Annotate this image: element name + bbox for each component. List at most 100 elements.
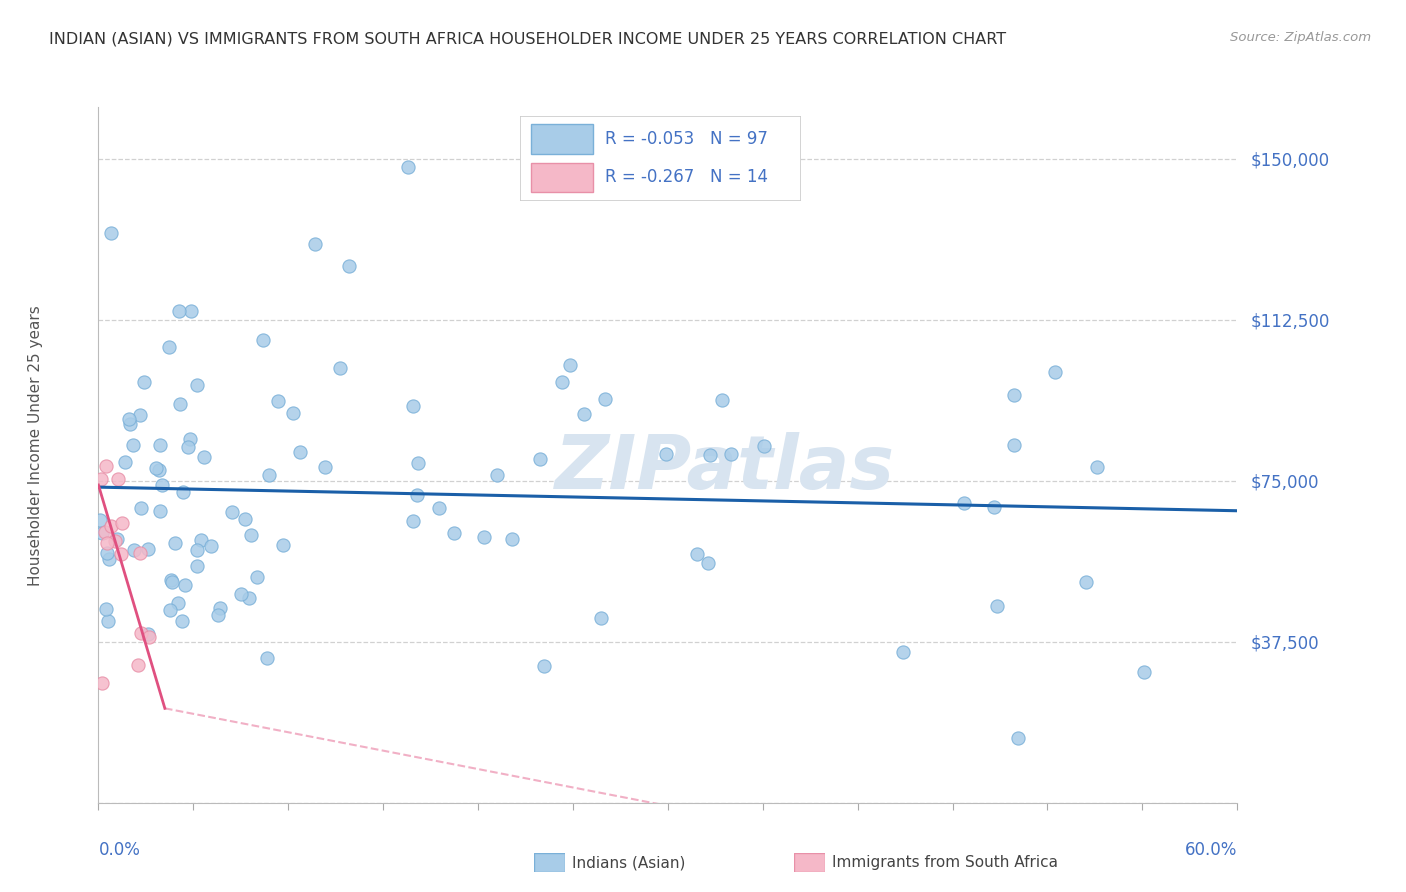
Point — [132, 375, 155, 389]
Point — [138, 541, 160, 556]
Point — [200, 539, 222, 553]
Point — [406, 456, 429, 470]
Point — [167, 304, 190, 318]
Point — [159, 603, 181, 617]
Point — [110, 547, 132, 561]
Point — [696, 556, 718, 570]
Point — [150, 478, 173, 492]
Point — [96, 535, 118, 549]
Point — [710, 393, 733, 408]
Point — [1002, 388, 1025, 402]
Point — [148, 463, 170, 477]
Text: INDIAN (ASIAN) VS IMMIGRANTS FROM SOUTH AFRICA HOUSEHOLDER INCOME UNDER 25 YEARS: INDIAN (ASIAN) VS IMMIGRANTS FROM SOUTH … — [49, 31, 1007, 46]
Point — [138, 630, 160, 644]
Point — [685, 547, 707, 561]
Point — [97, 614, 120, 628]
Point — [94, 525, 117, 540]
Point — [172, 484, 194, 499]
FancyBboxPatch shape — [534, 853, 565, 872]
Point — [246, 570, 269, 584]
Text: 60.0%: 60.0% — [1185, 841, 1237, 859]
Point — [107, 472, 129, 486]
FancyBboxPatch shape — [531, 162, 593, 192]
Point — [122, 438, 145, 452]
Point — [572, 407, 595, 421]
Point — [104, 533, 127, 548]
Point — [699, 448, 721, 462]
Point — [111, 516, 134, 530]
Point — [983, 500, 1005, 514]
Text: Immigrants from South Africa: Immigrants from South Africa — [832, 855, 1059, 870]
Point — [129, 626, 152, 640]
Point — [169, 397, 191, 411]
Point — [173, 577, 195, 591]
Point — [529, 451, 551, 466]
Point — [329, 361, 352, 376]
Point — [1007, 731, 1029, 746]
Point — [1002, 438, 1025, 452]
Point — [193, 450, 215, 464]
Point — [256, 650, 278, 665]
Point — [145, 461, 167, 475]
Point — [160, 573, 183, 587]
Point — [221, 505, 243, 519]
Point — [91, 675, 114, 690]
Point — [655, 447, 678, 461]
Point — [720, 447, 742, 461]
Point — [402, 514, 425, 528]
Point — [207, 608, 229, 623]
Point — [128, 546, 150, 560]
Point — [118, 411, 141, 425]
FancyBboxPatch shape — [794, 853, 825, 872]
FancyBboxPatch shape — [520, 116, 801, 201]
Point — [595, 392, 617, 407]
Point — [96, 546, 118, 560]
Point — [1074, 575, 1097, 590]
Point — [472, 530, 495, 544]
Point — [136, 626, 159, 640]
Point — [558, 358, 581, 372]
Point — [177, 440, 200, 454]
Point — [114, 455, 136, 469]
Point — [304, 237, 326, 252]
Point — [986, 599, 1008, 613]
Point — [180, 304, 202, 318]
Point — [891, 645, 914, 659]
Text: R = -0.053   N = 97: R = -0.053 N = 97 — [605, 130, 768, 148]
Point — [443, 525, 465, 540]
Point — [406, 488, 429, 502]
Point — [89, 513, 111, 527]
Point — [96, 459, 118, 474]
Text: ZIPatlas: ZIPatlas — [555, 433, 894, 506]
Point — [100, 518, 122, 533]
Point — [953, 496, 976, 510]
Point — [149, 438, 172, 452]
Point — [754, 439, 776, 453]
Point — [396, 160, 419, 174]
Point — [172, 614, 194, 628]
Point — [252, 333, 274, 347]
Point — [186, 543, 208, 558]
Point — [240, 528, 263, 542]
Point — [131, 500, 153, 515]
Point — [591, 611, 613, 625]
Point — [271, 538, 294, 552]
Point — [233, 511, 256, 525]
Point — [281, 407, 304, 421]
Point — [501, 532, 523, 546]
Point — [229, 587, 252, 601]
Point — [238, 591, 260, 606]
Point — [94, 602, 117, 616]
Point — [402, 399, 425, 413]
Text: Householder Income Under 25 years: Householder Income Under 25 years — [28, 306, 42, 586]
Point — [165, 536, 187, 550]
Point — [314, 459, 336, 474]
Point — [122, 543, 145, 558]
Point — [100, 226, 122, 240]
Point — [186, 378, 208, 392]
Point — [551, 375, 574, 389]
Point — [1043, 365, 1066, 379]
Point — [1133, 665, 1156, 679]
Point — [288, 445, 311, 459]
Text: R = -0.267   N = 14: R = -0.267 N = 14 — [605, 168, 768, 186]
